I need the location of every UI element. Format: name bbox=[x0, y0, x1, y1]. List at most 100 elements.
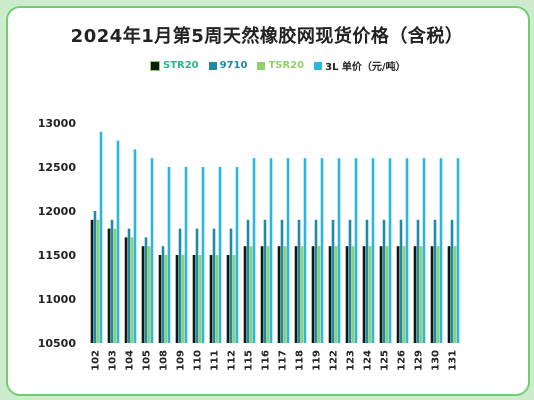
bar-tsr20-123 bbox=[351, 246, 355, 343]
x-tick-label: 125 bbox=[380, 350, 391, 371]
bar-str20-124 bbox=[362, 246, 366, 343]
bar-str20-102 bbox=[90, 219, 94, 343]
bar-9710-102 bbox=[93, 211, 97, 343]
bar-str20-116 bbox=[260, 246, 264, 343]
legend-item-tsr20: TSR20 bbox=[257, 58, 304, 73]
bar-9710-130 bbox=[433, 219, 437, 343]
bar-9710-108 bbox=[161, 246, 165, 343]
bar-str20-108 bbox=[158, 255, 162, 343]
bar-9710-124 bbox=[365, 219, 369, 343]
bar-str20-105 bbox=[141, 246, 145, 343]
x-tick-label: 112 bbox=[227, 350, 238, 371]
bar-9710-111 bbox=[212, 228, 216, 343]
bar-str20-131 bbox=[447, 246, 451, 343]
bar-str20-112 bbox=[226, 255, 230, 343]
bar-tsr20-110 bbox=[198, 255, 202, 343]
bar-9710-131 bbox=[450, 219, 454, 343]
bar-tsr20-108 bbox=[164, 255, 168, 343]
legend-swatch bbox=[314, 61, 323, 70]
bar-tsr20-118 bbox=[300, 246, 304, 343]
bar-3l-115 bbox=[252, 158, 256, 343]
bar-3l-111 bbox=[218, 167, 222, 343]
bar-3l-123 bbox=[354, 158, 358, 343]
bar-3l-124 bbox=[371, 158, 375, 343]
bar-3l-109 bbox=[184, 167, 188, 343]
bar-9710-112 bbox=[229, 228, 233, 343]
bar-tsr20-122 bbox=[334, 246, 338, 343]
x-tick-label: 103 bbox=[108, 350, 119, 371]
bar-str20-104 bbox=[124, 237, 128, 343]
bar-3l-131 bbox=[456, 158, 460, 343]
bar-9710-110 bbox=[195, 228, 199, 343]
bar-str20-118 bbox=[294, 246, 298, 343]
legend-swatch bbox=[150, 60, 160, 71]
bar-str20-119 bbox=[311, 246, 315, 343]
bar-str20-103 bbox=[107, 228, 111, 343]
chart-title: 2024年1月第5周天然橡胶网现货价格（含税） bbox=[70, 26, 464, 47]
bar-str20-129 bbox=[413, 246, 417, 343]
x-tick-label: 130 bbox=[431, 350, 442, 371]
bar-tsr20-124 bbox=[368, 246, 372, 343]
bar-str20-110 bbox=[192, 255, 196, 343]
bar-3l-117 bbox=[286, 158, 290, 343]
x-tick-label: 131 bbox=[448, 350, 459, 371]
y-tick-label: 11500 bbox=[38, 249, 77, 262]
y-tick-label: 10500 bbox=[38, 337, 77, 350]
bar-9710-119 bbox=[314, 219, 318, 343]
y-tick-label: 12000 bbox=[38, 205, 77, 218]
bar-str20-117 bbox=[277, 246, 281, 343]
x-tick-label: 104 bbox=[125, 350, 136, 371]
bar-tsr20-126 bbox=[402, 246, 406, 343]
bar-9710-104 bbox=[127, 228, 131, 343]
legend-item-3l: 3L 单价（元/吨） bbox=[314, 58, 406, 73]
x-tick-label: 108 bbox=[159, 350, 170, 371]
x-tick-label: 118 bbox=[295, 350, 306, 371]
bar-tsr20-117 bbox=[283, 246, 287, 343]
bar-3l-119 bbox=[320, 158, 324, 343]
chart-legend: STR20 9710 TSR20 3L 单价（元/吨） bbox=[150, 58, 406, 73]
bar-3l-105 bbox=[150, 158, 154, 343]
x-tick-label: 119 bbox=[312, 350, 323, 371]
bar-9710-115 bbox=[246, 219, 250, 343]
y-tick-label: 12500 bbox=[38, 161, 77, 174]
bar-str20-123 bbox=[345, 246, 349, 343]
bar-9710-126 bbox=[399, 219, 403, 343]
x-tick-label: 110 bbox=[193, 350, 204, 371]
y-tick-label: 11000 bbox=[38, 293, 77, 306]
bar-3l-126 bbox=[405, 158, 409, 343]
bar-tsr20-129 bbox=[419, 246, 423, 343]
bar-tsr20-105 bbox=[147, 246, 151, 343]
bar-9710-118 bbox=[297, 219, 301, 343]
x-tick-label: 122 bbox=[329, 350, 340, 371]
x-tick-label: 102 bbox=[91, 350, 102, 371]
legend-swatch bbox=[208, 61, 217, 70]
bar-tsr20-109 bbox=[181, 255, 185, 343]
bar-3l-103 bbox=[116, 140, 120, 343]
bar-9710-103 bbox=[110, 219, 114, 343]
y-tick-label: 13000 bbox=[38, 117, 77, 130]
bar-3l-118 bbox=[303, 158, 307, 343]
bar-9710-122 bbox=[331, 219, 335, 343]
bar-tsr20-111 bbox=[215, 255, 219, 343]
legend-item-str20: STR20 bbox=[150, 58, 199, 73]
bar-9710-125 bbox=[382, 219, 386, 343]
x-tick-label: 126 bbox=[397, 350, 408, 371]
legend-label: 3L 单价（元/吨） bbox=[325, 62, 406, 73]
bar-3l-130 bbox=[439, 158, 443, 343]
bar-tsr20-104 bbox=[130, 237, 134, 343]
bar-str20-111 bbox=[209, 255, 213, 343]
x-tick-label: 111 bbox=[210, 350, 221, 371]
bar-9710-109 bbox=[178, 228, 182, 343]
bar-3l-104 bbox=[133, 149, 137, 343]
bar-9710-117 bbox=[280, 219, 284, 343]
bar-str20-125 bbox=[379, 246, 383, 343]
bar-tsr20-131 bbox=[453, 246, 457, 343]
legend-swatch bbox=[257, 61, 266, 70]
bar-3l-116 bbox=[269, 158, 273, 343]
bar-tsr20-102 bbox=[96, 219, 100, 343]
x-tick-label: 105 bbox=[142, 350, 153, 371]
bar-3l-110 bbox=[201, 167, 205, 343]
x-tick-label: 109 bbox=[176, 350, 187, 371]
bar-3l-125 bbox=[388, 158, 392, 343]
